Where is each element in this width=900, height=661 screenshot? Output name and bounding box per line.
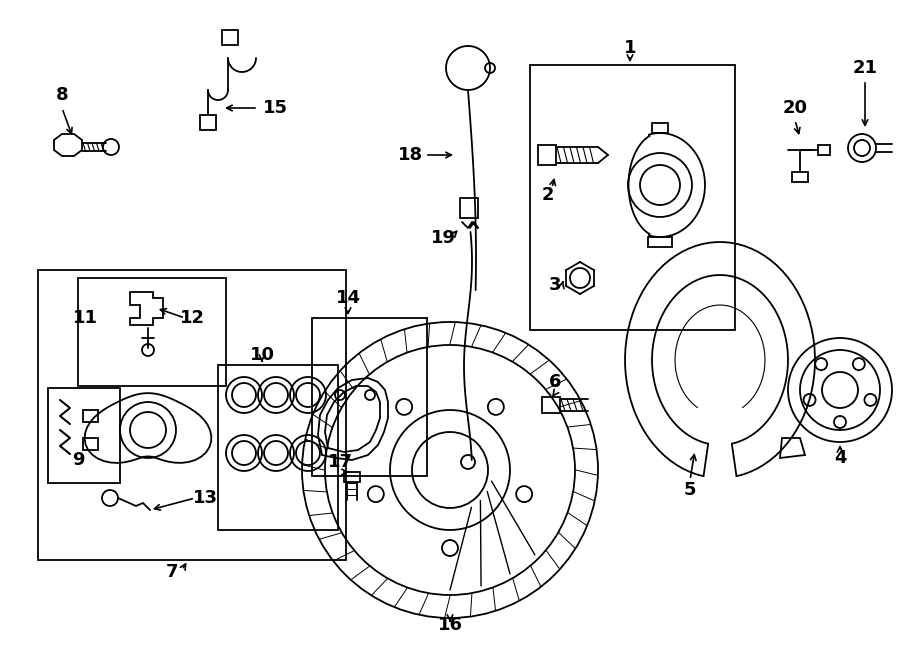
Text: 6: 6 <box>549 373 562 391</box>
Text: 7: 7 <box>166 563 178 581</box>
Bar <box>78 278 226 386</box>
Text: 19: 19 <box>430 229 455 247</box>
Bar <box>312 318 427 476</box>
Bar <box>38 270 346 560</box>
Text: 8: 8 <box>56 86 68 104</box>
Text: 15: 15 <box>263 99 287 117</box>
Text: 16: 16 <box>437 616 463 634</box>
Text: 2: 2 <box>542 186 554 204</box>
Text: 1: 1 <box>624 39 636 57</box>
Bar <box>218 365 338 530</box>
Text: 11: 11 <box>73 309 97 327</box>
Text: 10: 10 <box>249 346 274 364</box>
Bar <box>48 388 120 483</box>
Text: 21: 21 <box>852 59 878 77</box>
Text: 20: 20 <box>782 99 807 117</box>
Text: 4: 4 <box>833 449 846 467</box>
Text: 5: 5 <box>684 481 697 499</box>
Bar <box>530 65 735 330</box>
Text: 13: 13 <box>193 489 218 507</box>
Text: 14: 14 <box>336 289 361 307</box>
Text: 3: 3 <box>549 276 562 294</box>
Text: 17: 17 <box>328 453 353 471</box>
Text: 12: 12 <box>179 309 204 327</box>
Text: 18: 18 <box>398 146 423 164</box>
Text: 9: 9 <box>72 451 85 469</box>
